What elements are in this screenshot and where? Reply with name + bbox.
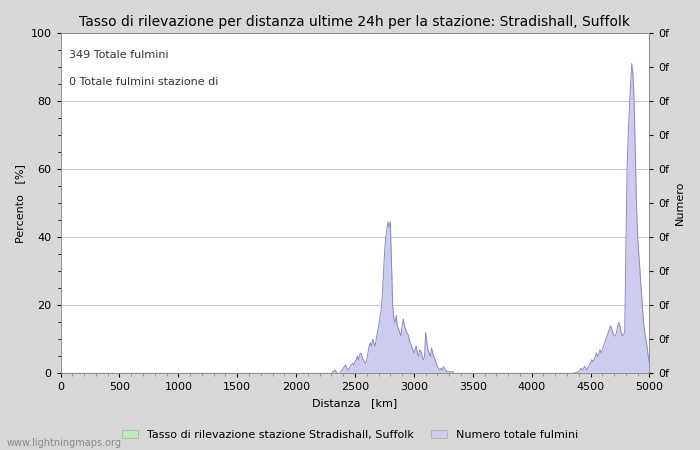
Title: Tasso di rilevazione per distanza ultime 24h per la stazione: Stradishall, Suffo: Tasso di rilevazione per distanza ultime…	[80, 15, 631, 29]
Y-axis label: Percento   [%]: Percento [%]	[15, 164, 25, 243]
Y-axis label: Numero: Numero	[675, 181, 685, 225]
Legend: Tasso di rilevazione stazione Stradishall, Suffolk, Numero totale fulmini: Tasso di rilevazione stazione Stradishal…	[117, 426, 583, 445]
X-axis label: Distanza   [km]: Distanza [km]	[312, 398, 398, 408]
Text: 0 Totale fulmini stazione di: 0 Totale fulmini stazione di	[69, 77, 219, 87]
Text: 349 Totale fulmini: 349 Totale fulmini	[69, 50, 169, 60]
Text: www.lightningmaps.org: www.lightningmaps.org	[7, 438, 122, 448]
